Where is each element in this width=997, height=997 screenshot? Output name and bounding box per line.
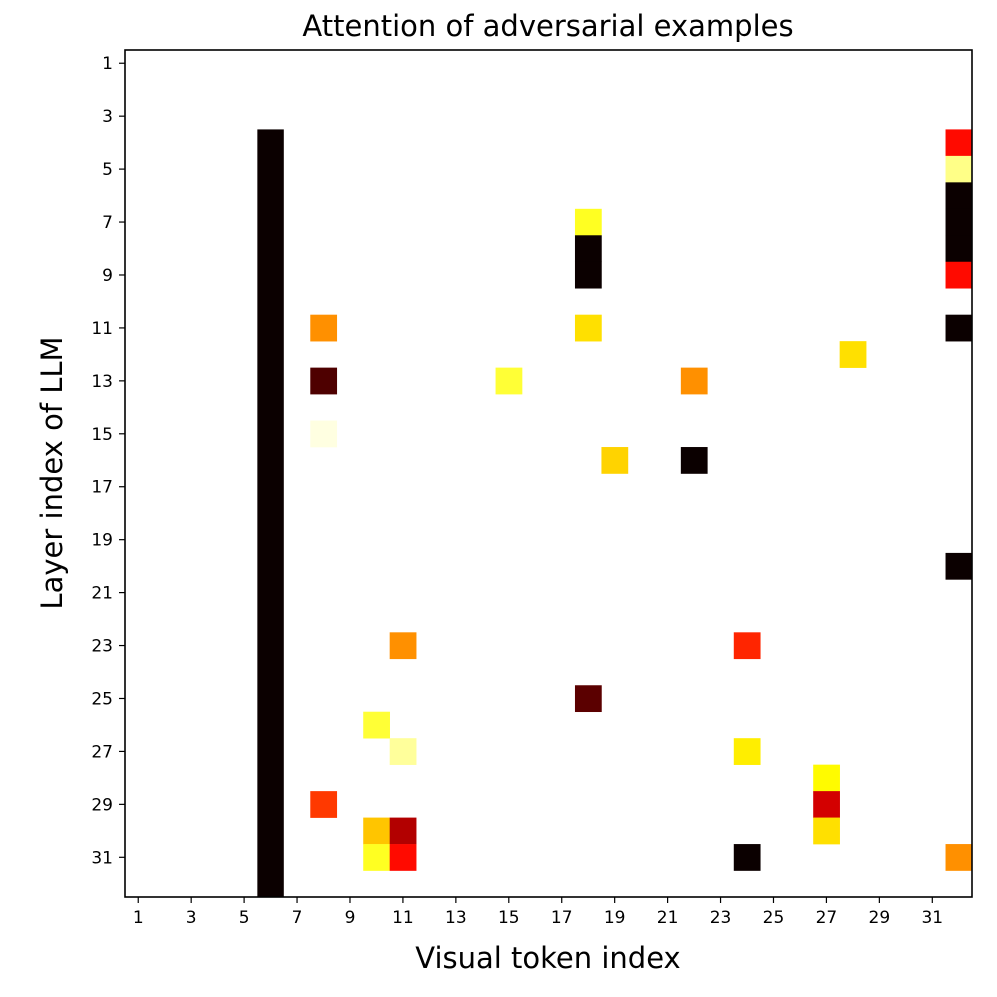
x-tick-label: 11 — [392, 908, 414, 928]
y-tick-label: 15 — [91, 425, 113, 445]
heatmap-cell-t8-l13 — [310, 367, 338, 395]
y-tick-label: 1 — [102, 54, 113, 74]
y-axis-label: Layer index of LLM — [35, 336, 69, 609]
heatmap-cell-t32-l20 — [945, 552, 973, 580]
y-tick-label: 7 — [102, 213, 113, 233]
heatmap-cell-t32-l9 — [945, 261, 973, 289]
heatmap-cell-t28-l12 — [839, 341, 867, 368]
heatmap-column-token-6 — [257, 129, 284, 897]
heatmap-cell-t24-l27 — [733, 738, 761, 765]
y-tick-label: 29 — [91, 795, 113, 815]
heatmap-cell-t27-l28 — [813, 764, 840, 792]
y-tick-label: 23 — [91, 637, 113, 657]
y-tick-label: 27 — [91, 742, 113, 762]
x-axis-ticks: 1 3 5 7 9 11 13 15 17 19 21 23 25 27 29 31 — [133, 897, 943, 928]
y-tick-label: 3 — [102, 107, 113, 127]
y-tick-label: 5 — [102, 160, 113, 180]
y-tick-label: 25 — [91, 689, 113, 709]
heatmap-cell-t19-l16 — [601, 447, 629, 474]
heatmap-cell-t32-l11 — [945, 314, 973, 342]
x-axis-label: Visual token index — [415, 941, 680, 975]
x-tick-label: 5 — [239, 908, 250, 928]
heatmap-cell-t27-l29 — [813, 791, 840, 818]
x-tick-label: 3 — [186, 908, 197, 928]
x-tick-label: 25 — [763, 908, 785, 928]
heatmap-cell-t22-l13 — [680, 367, 708, 395]
heatmap-cell-t10-l31 — [363, 844, 390, 871]
heatmap-cell-t18-l9 — [574, 261, 602, 289]
x-tick-label: 9 — [345, 908, 356, 928]
x-tick-label: 19 — [604, 908, 626, 928]
heatmap-cell-t24-l23 — [733, 632, 761, 660]
heatmap-cell-t10-l26 — [363, 711, 390, 739]
heatmap-cell-t11-l30 — [389, 817, 417, 845]
heatmap-cell-t32-l7 — [945, 208, 973, 236]
y-tick-label: 31 — [91, 848, 113, 868]
heatmap-cell-t11-l27 — [389, 738, 417, 765]
heatmap-cell-t15-l13 — [495, 367, 523, 395]
heatmap-cell-t22-l16 — [680, 447, 708, 474]
x-tick-label: 17 — [551, 908, 573, 928]
y-tick-label: 17 — [91, 478, 113, 498]
x-tick-label: 1 — [133, 908, 144, 928]
x-tick-label: 27 — [816, 908, 838, 928]
heatmap-cell-t32-l8 — [945, 235, 973, 263]
y-tick-label: 9 — [102, 266, 113, 286]
x-tick-label: 23 — [710, 908, 732, 928]
heatmap-cell-t18-l11 — [574, 314, 602, 342]
chart-title: Attention of adversarial examples — [302, 9, 793, 43]
heatmap-cell-t18-l25 — [574, 685, 602, 713]
x-tick-label: 7 — [292, 908, 303, 928]
heatmap-cell-t8-l11 — [310, 314, 338, 342]
y-tick-label: 13 — [91, 372, 113, 392]
heatmap-cell-t10-l30 — [363, 817, 390, 845]
heatmap-cells — [257, 129, 973, 897]
y-tick-label: 11 — [91, 319, 113, 339]
x-tick-label: 29 — [869, 908, 891, 928]
heatmap-cell-t11-l31 — [389, 844, 417, 871]
heatmap-cell-t8-l15 — [310, 420, 338, 448]
y-tick-label: 21 — [91, 584, 113, 604]
heatmap-cell-t32-l5 — [945, 155, 973, 183]
plot-area — [125, 50, 972, 897]
heatmap-cell-t18-l7 — [574, 208, 602, 236]
x-tick-label: 15 — [498, 908, 520, 928]
heatmap-cell-t18-l8 — [574, 235, 602, 263]
x-tick-label: 13 — [445, 908, 467, 928]
heatmap-cell-t32-l31 — [945, 844, 973, 871]
heatmap-cell-t11-l23 — [389, 632, 417, 660]
heatmap-cell-t32-l6 — [945, 182, 973, 210]
x-tick-label: 31 — [921, 908, 943, 928]
x-tick-label: 21 — [657, 908, 679, 928]
heatmap-cell-t27-l30 — [813, 817, 840, 845]
heatmap-cell-t32-l4 — [945, 129, 973, 157]
plot-frame — [124, 49, 973, 898]
y-tick-label: 19 — [91, 531, 113, 551]
heatmap-cell-t24-l31 — [733, 844, 761, 871]
heatmap-cell-t8-l29 — [310, 791, 338, 818]
